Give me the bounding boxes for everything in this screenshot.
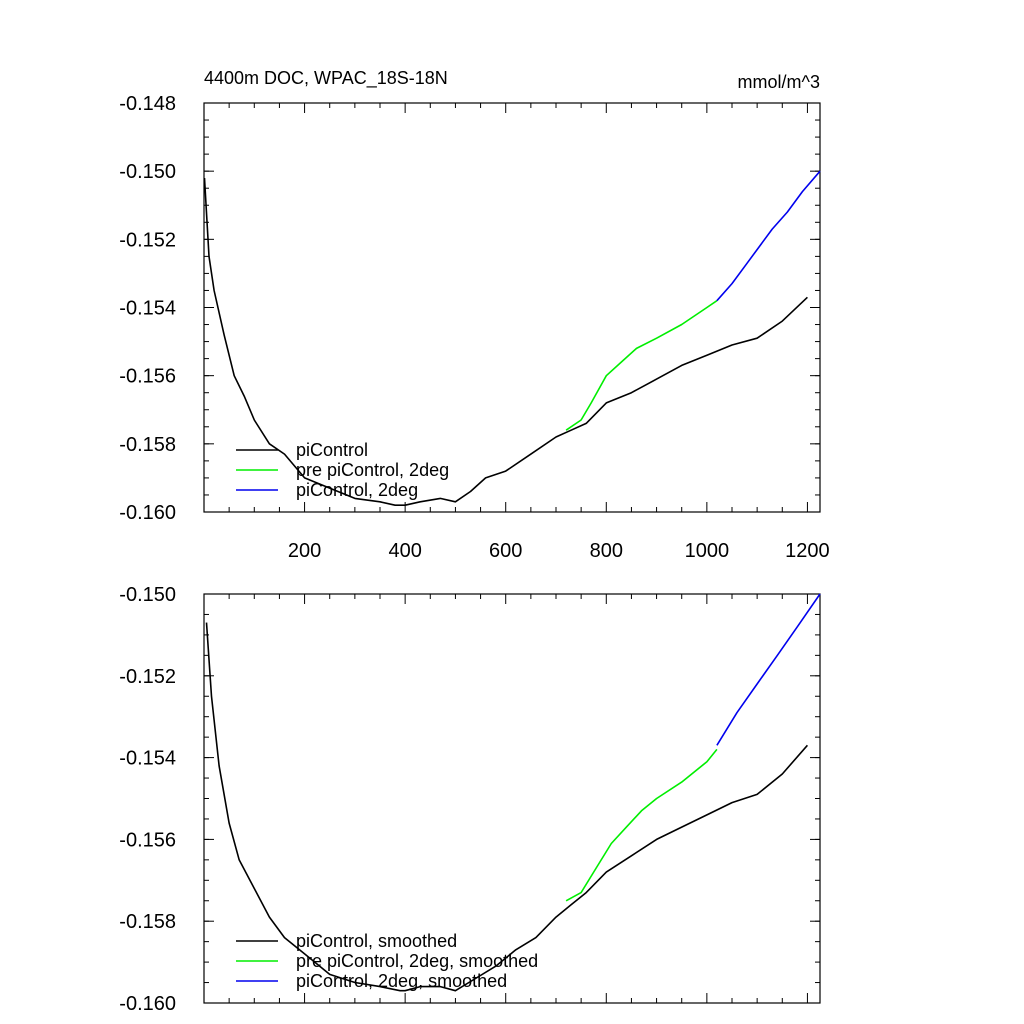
x-tick-label: 200: [288, 540, 321, 562]
y-tick-label: -0.152: [119, 229, 176, 251]
y-tick-label: -0.160: [119, 502, 176, 524]
axis-ticks-bottom: [204, 593, 820, 1004]
x-tick-label: 800: [590, 540, 623, 562]
x-tick-label: 1000: [685, 540, 730, 562]
panel-top: 4400m DOC, WPAC_18S-18N mmol/m^3 -0.148-…: [119, 68, 829, 562]
series-line: [565, 748, 718, 902]
units-label: mmol/m^3: [738, 72, 820, 92]
series-line: [565, 300, 718, 431]
y-tick-label: -0.154: [119, 298, 176, 320]
y-tick-labels-top: -0.148 -0.150 -0.152 -0.154 -0.156 -0.158 -0.1…: [119, 93, 176, 524]
axis-ticks-top: [204, 102, 820, 513]
y-tick-label: -0.152: [119, 666, 176, 688]
series-lines-top: [203, 170, 821, 507]
y-tick-label: -0.160: [119, 993, 176, 1015]
y-tick-label: -0.156: [119, 366, 176, 388]
y-tick-label: -0.150: [119, 584, 176, 606]
y-tick-label: -0.158: [119, 911, 176, 933]
legend-label: pre piControl, 2deg, smoothed: [296, 951, 538, 971]
y-tick-label: -0.158: [119, 434, 176, 456]
legend-label: piControl, smoothed: [296, 931, 457, 951]
y-tick-labels-bottom: -0.150 -0.152 -0.154 -0.156 -0.158 -0.160: [119, 584, 176, 1015]
x-tick-label: 600: [489, 540, 522, 562]
legend-label: piControl: [296, 440, 368, 460]
legend-label: piControl, 2deg: [296, 480, 418, 500]
y-tick-label: -0.156: [119, 829, 176, 851]
series-lines-bottom: [205, 593, 821, 992]
y-tick-label: -0.154: [119, 748, 176, 770]
series-line: [203, 177, 808, 507]
y-tick-label: -0.150: [119, 161, 176, 183]
legend-label: pre piControl, 2deg: [296, 460, 449, 480]
legend-label: piControl, 2deg, smoothed: [296, 971, 507, 991]
series-line: [716, 170, 821, 302]
x-tick-label: 400: [388, 540, 421, 562]
series-line: [205, 622, 809, 992]
chart-title: 4400m DOC, WPAC_18S-18N: [204, 68, 448, 89]
x-tick-label: 1200: [785, 540, 830, 562]
series-line: [716, 593, 821, 746]
panel-bottom: -0.150 -0.152 -0.154 -0.156 -0.158 -0.160 piC…: [119, 584, 821, 1015]
y-tick-label: -0.148: [119, 93, 176, 115]
x-tick-labels-top: 200 400 600 800 1000 1200: [288, 540, 830, 562]
